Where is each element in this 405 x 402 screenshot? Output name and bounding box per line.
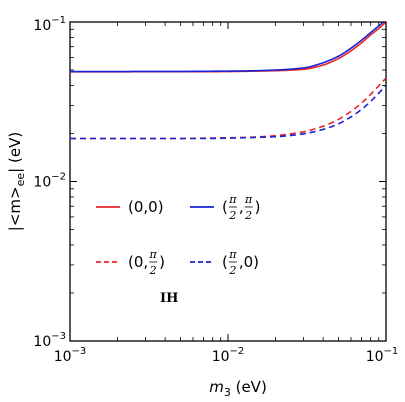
y-tick-label: 10−2 xyxy=(33,172,66,191)
legend-entry: (0, π 2) xyxy=(128,248,165,277)
series-line-(π/2,π/2) xyxy=(70,22,385,73)
legend-frac-num: π xyxy=(244,193,253,206)
x-tick-label: 10−3 xyxy=(54,346,87,365)
x-tick-label: 10−2 xyxy=(212,346,245,365)
y-tick-label: 10−1 xyxy=(33,15,66,34)
annotation-ih: IH xyxy=(160,291,178,306)
legend-frac-den: 2 xyxy=(244,209,252,222)
legend-frac-den: 2 xyxy=(228,209,236,222)
legend-text: ) xyxy=(159,253,165,271)
series-line-(0,0) xyxy=(70,22,386,73)
legend-text: ( xyxy=(222,253,228,271)
legend-entry: (π2, π2) xyxy=(222,193,261,222)
legend-text: (0, xyxy=(128,253,148,271)
legend-entry: (0,0) xyxy=(128,198,164,216)
legend-frac-num: π xyxy=(228,193,237,206)
y-tick-label: 10−3 xyxy=(33,331,66,350)
legend-text: (0,0) xyxy=(128,198,164,216)
y-axis-label: |<m>ee| (eV) xyxy=(6,132,27,231)
legend-frac-den: 2 xyxy=(228,264,236,277)
legend-frac-den: 2 xyxy=(149,264,157,277)
legend-text: ) xyxy=(255,198,261,216)
legend-frac-num: π xyxy=(149,248,158,261)
x-axis-label: m3 (eV) xyxy=(209,378,267,399)
plot-frame xyxy=(69,21,387,342)
legend-text: ( xyxy=(222,198,228,216)
legend-frac-num: π xyxy=(228,248,237,261)
x-tick-label: 10−1 xyxy=(366,346,399,365)
legend-entry: (π 2,0) xyxy=(222,248,259,277)
legend-text: ,0) xyxy=(239,253,259,271)
series-line-(0,π/2) xyxy=(70,77,386,140)
series-line-(π/2,0) xyxy=(70,84,386,140)
legend-text: , xyxy=(239,198,244,216)
